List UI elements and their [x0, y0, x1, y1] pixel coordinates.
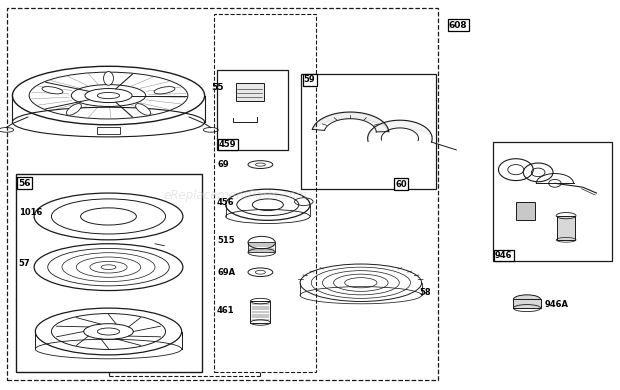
- Ellipse shape: [66, 104, 81, 115]
- Bar: [214, 14, 316, 372]
- Text: 57: 57: [19, 259, 30, 268]
- Text: 69: 69: [217, 160, 229, 169]
- Text: 461: 461: [217, 305, 234, 315]
- Ellipse shape: [513, 295, 541, 304]
- Bar: [493, 142, 612, 261]
- Ellipse shape: [136, 104, 151, 115]
- Text: 55: 55: [211, 83, 223, 92]
- Text: 59: 59: [304, 75, 316, 85]
- Text: 946: 946: [495, 251, 512, 260]
- Text: 456: 456: [217, 198, 234, 207]
- Bar: [301, 74, 436, 189]
- Bar: [513, 299, 541, 308]
- Text: 69A: 69A: [217, 268, 235, 277]
- Ellipse shape: [34, 193, 183, 240]
- Bar: [248, 242, 275, 252]
- Text: 515: 515: [217, 236, 234, 245]
- Bar: [16, 174, 202, 372]
- Text: 56: 56: [19, 179, 31, 188]
- Ellipse shape: [104, 72, 113, 85]
- Bar: [7, 8, 438, 380]
- Bar: [516, 202, 535, 220]
- Text: 946A: 946A: [544, 300, 569, 309]
- Bar: [250, 301, 270, 323]
- Bar: [217, 70, 288, 150]
- Text: 459: 459: [219, 140, 236, 149]
- Text: 60: 60: [396, 179, 407, 189]
- Text: 58: 58: [420, 288, 432, 297]
- Text: 1016: 1016: [19, 208, 42, 217]
- Text: 608: 608: [449, 21, 467, 30]
- Ellipse shape: [154, 87, 175, 94]
- Bar: [236, 83, 264, 101]
- Bar: [97, 127, 120, 134]
- Text: eReplacementParts.com: eReplacementParts.com: [164, 188, 308, 202]
- Ellipse shape: [42, 87, 63, 94]
- Bar: [557, 216, 575, 240]
